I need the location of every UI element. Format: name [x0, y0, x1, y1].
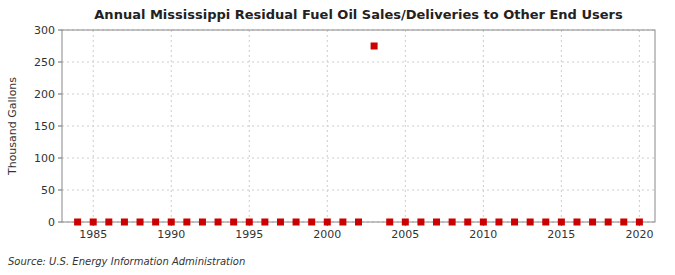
point — [246, 219, 253, 226]
point — [168, 219, 175, 226]
point — [402, 219, 409, 226]
point — [137, 219, 144, 226]
point — [371, 43, 378, 50]
tick-label: 0 — [48, 216, 55, 229]
point — [542, 219, 549, 226]
title: Annual Mississippi Residual Fuel Oil Sal… — [94, 7, 623, 22]
tick-mark — [58, 222, 62, 223]
point — [90, 219, 97, 226]
point — [449, 219, 456, 226]
tick-label: 1995 — [235, 228, 263, 241]
tick-label: 50 — [41, 184, 55, 197]
tick-label: 2010 — [469, 228, 497, 241]
point — [105, 219, 112, 226]
grid-line — [561, 30, 562, 222]
grid-line — [405, 30, 406, 222]
point — [511, 219, 518, 226]
tick-label: 2020 — [625, 228, 653, 241]
tick-label: 200 — [34, 88, 55, 101]
tick-label: 100 — [34, 152, 55, 165]
point — [230, 219, 237, 226]
tick-label: 1990 — [157, 228, 185, 241]
annotation: Source: U.S. Energy Information Administ… — [8, 256, 245, 267]
point — [293, 219, 300, 226]
point — [620, 219, 627, 226]
plot-area — [62, 30, 655, 222]
point — [74, 219, 81, 226]
grid-line — [62, 62, 655, 63]
chart: 0 50 100 150 200 250 300 1985 1990 1995 2000 2005 20… — [0, 0, 675, 275]
point — [495, 219, 502, 226]
point — [121, 219, 128, 226]
grid-line — [171, 30, 172, 222]
grid-line — [62, 126, 655, 127]
tick-label: 300 — [34, 24, 55, 37]
tick-label: 2005 — [391, 228, 419, 241]
point — [308, 219, 315, 226]
grid-line — [93, 30, 94, 222]
point — [605, 219, 612, 226]
point — [324, 219, 331, 226]
grid-line — [62, 94, 655, 95]
grid-line — [483, 30, 484, 222]
point — [277, 219, 284, 226]
point — [355, 219, 362, 226]
grid-line — [62, 190, 655, 191]
tick-mark — [58, 62, 62, 63]
point — [215, 219, 222, 226]
grid — [62, 30, 655, 222]
plot-frame — [62, 30, 655, 222]
point — [464, 219, 471, 226]
grid-line — [327, 30, 328, 222]
point — [152, 219, 159, 226]
tick-label: 2000 — [313, 228, 341, 241]
point — [527, 219, 534, 226]
grid-line — [639, 30, 640, 222]
point — [558, 219, 565, 226]
tick-label: 2015 — [547, 228, 575, 241]
tick-label: 250 — [34, 56, 55, 69]
point — [636, 219, 643, 226]
point — [480, 219, 487, 226]
tick-label: 150 — [34, 120, 55, 133]
axes: 0 50 100 150 200 250 300 1985 1990 1995 2000 2005 20… — [34, 24, 653, 241]
y-axis-label: Thousand Gallons — [6, 77, 19, 176]
point — [433, 219, 440, 226]
grid-line — [249, 30, 250, 222]
points — [74, 43, 643, 226]
grid-line — [62, 158, 655, 159]
point — [183, 219, 190, 226]
tick-mark — [58, 94, 62, 95]
tick-mark — [58, 30, 62, 31]
tick-mark — [58, 158, 62, 159]
point — [386, 219, 393, 226]
point — [573, 219, 580, 226]
tick-mark — [58, 190, 62, 191]
point — [261, 219, 268, 226]
tick-mark — [58, 126, 62, 127]
point — [417, 219, 424, 226]
point — [199, 219, 206, 226]
point — [589, 219, 596, 226]
point — [339, 219, 346, 226]
tick-label: 1985 — [79, 228, 107, 241]
